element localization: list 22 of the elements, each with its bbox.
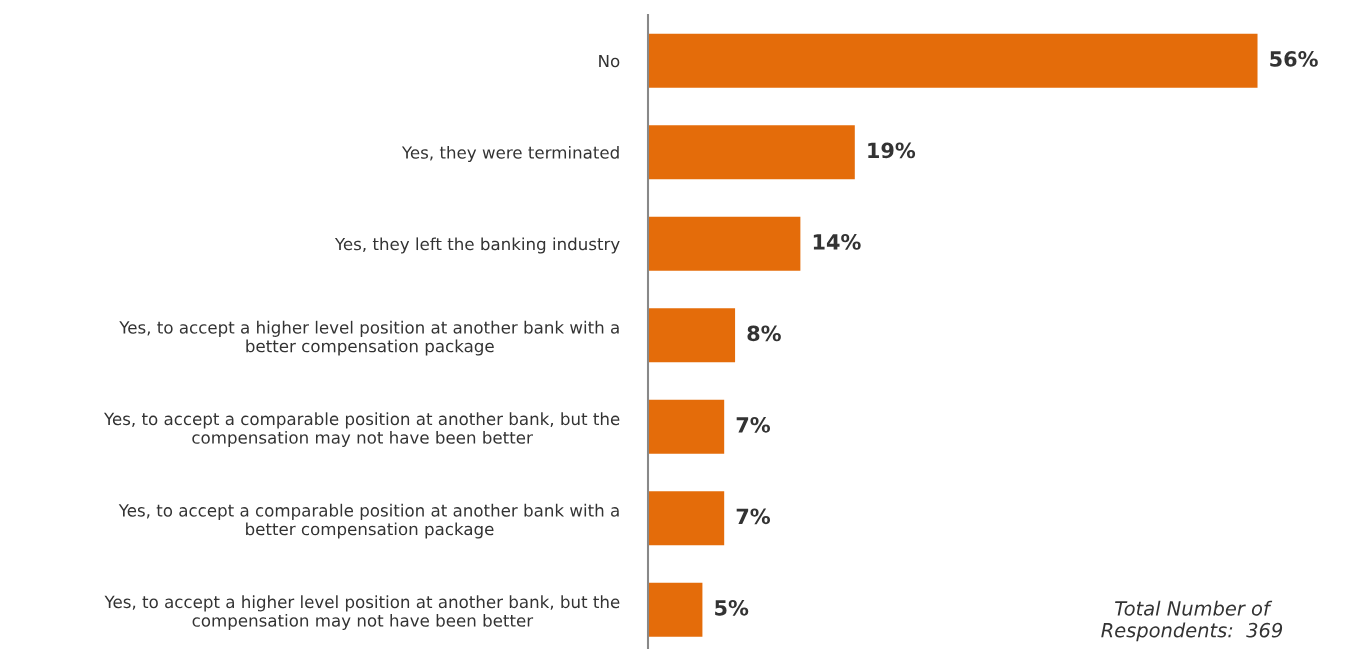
data-label: 19%	[868, 142, 916, 159]
bar	[648, 125, 855, 180]
bar	[648, 399, 725, 454]
y-tick-label: No	[599, 54, 620, 68]
y-tick-label: Yes, they were terminated	[401, 145, 619, 163]
bar	[648, 33, 1258, 88]
y-tick-label: Yes, to accept a higher level position at another bank with a better compensation package	[119, 320, 619, 356]
data-label: 8%	[747, 325, 781, 342]
y-tick-label: Yes, to accept a comparable position at another bank with a better compensation package	[118, 503, 619, 539]
y-tick-label: Yes, to accept a higher level position at another bank, but the compensation may not have been better	[104, 595, 620, 631]
y-tick-label: Yes, they left the banking industry	[334, 237, 620, 254]
annotation: Total Number of Respondents: 369	[1101, 600, 1283, 642]
bar	[648, 491, 725, 546]
y-tick-label: Yes, to accept a comparable position at another bank, but the compensation may not have been better	[103, 412, 620, 448]
data-label: 14%	[813, 234, 861, 250]
data-label: 5%	[715, 599, 749, 616]
bar	[648, 216, 801, 271]
bar	[648, 582, 703, 637]
data-label: 7%	[736, 508, 771, 525]
data-label: 7%	[736, 416, 771, 433]
bar	[648, 308, 736, 363]
data-label: 56%	[1270, 51, 1318, 67]
